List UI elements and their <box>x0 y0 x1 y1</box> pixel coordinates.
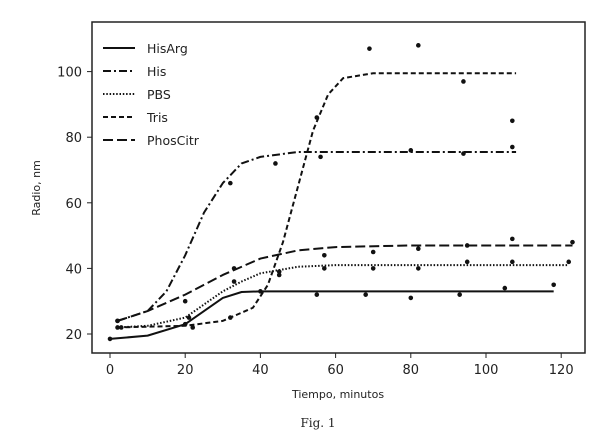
data-point-HisArg <box>314 292 320 297</box>
data-point-PBS <box>370 266 376 271</box>
legend-label: His <box>147 64 166 79</box>
data-point-Tris <box>416 43 421 48</box>
figure-caption: Fig. 1 <box>300 416 335 430</box>
plot-frame <box>91 21 586 354</box>
data-point-PhosCitr <box>464 243 470 248</box>
data-point-PhosCitr <box>115 318 120 324</box>
data-point-PBS <box>510 259 515 265</box>
data-point-PhosCitr <box>322 252 327 258</box>
y-tick-label: 20 <box>65 328 82 343</box>
y-axis-label: Radio, nm <box>30 160 43 216</box>
data-point-Tris <box>314 115 320 120</box>
data-point-PBS <box>464 259 470 265</box>
series-line-His <box>117 150 517 322</box>
data-point-HisArg <box>363 292 368 297</box>
data-point-PBS <box>118 325 124 330</box>
data-point-PBS <box>416 266 421 271</box>
y-tick-label: 100 <box>57 66 82 81</box>
x-tick-label: 20 <box>177 363 194 378</box>
data-point-His <box>228 180 233 186</box>
data-point-PhosCitr <box>416 246 421 252</box>
x-tick-label: 60 <box>327 363 344 378</box>
data-point-His <box>273 161 278 166</box>
data-point-PhosCitr <box>370 249 376 255</box>
legend-label: HisArg <box>147 41 188 56</box>
data-point-His <box>182 298 188 304</box>
data-point-HisArg <box>502 285 508 291</box>
x-tick-label: 0 <box>106 363 114 378</box>
data-point-Tris <box>115 325 120 330</box>
legend-label: Tris <box>146 110 168 125</box>
x-tick-label: 40 <box>252 363 269 378</box>
data-point-HisArg <box>551 282 556 288</box>
x-tick-label: 120 <box>549 363 574 378</box>
data-point-Tris <box>510 118 515 124</box>
data-point-His <box>408 148 414 153</box>
data-point-HisArg <box>457 292 462 297</box>
data-point-Tris <box>276 269 282 274</box>
legend-label: PhosCitr <box>147 133 200 148</box>
data-point-PhosCitr <box>570 239 575 245</box>
y-tick-label: 80 <box>65 131 82 146</box>
x-tick-label: 100 <box>474 363 499 378</box>
data-point-Tris <box>190 325 196 330</box>
data-point-PBS <box>186 315 192 320</box>
data-point-His <box>461 151 466 156</box>
y-tick-label: 60 <box>65 197 82 212</box>
data-point-Tris <box>228 315 233 320</box>
legend-label: PBS <box>147 87 171 102</box>
data-point-PBS <box>276 272 282 278</box>
data-point-HisArg <box>107 336 113 342</box>
series-line-PhosCitr <box>117 244 573 322</box>
data-point-Tris <box>461 79 466 84</box>
x-axis-label: Tiempo, minutos <box>291 388 384 401</box>
data-point-HisArg <box>182 321 188 327</box>
data-point-PBS <box>566 259 572 265</box>
series-line-Tris <box>117 72 517 329</box>
y-tick-label: 40 <box>65 262 82 277</box>
x-tick-label: 80 <box>403 363 420 378</box>
data-point-His <box>510 144 515 150</box>
data-point-HisArg <box>258 289 263 294</box>
series-line-PBS <box>117 264 569 329</box>
data-point-PhosCitr <box>231 266 237 271</box>
data-point-PBS <box>322 266 327 271</box>
data-point-His <box>318 154 323 160</box>
data-point-PhosCitr <box>510 236 515 242</box>
data-point-Tris <box>367 46 372 51</box>
data-point-HisArg <box>408 295 414 301</box>
data-point-PBS <box>231 279 237 284</box>
series-line-HisArg <box>109 290 554 340</box>
